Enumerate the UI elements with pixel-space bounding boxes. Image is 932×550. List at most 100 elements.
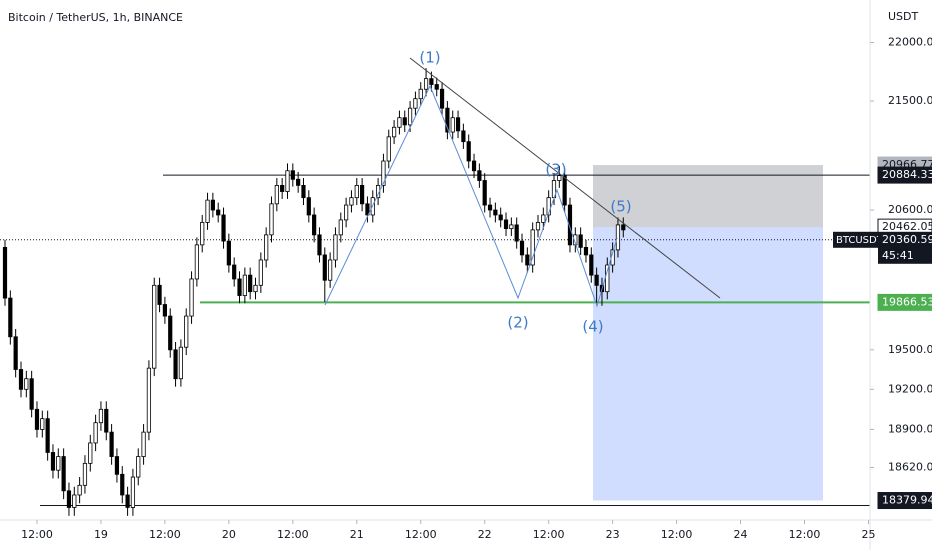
candle-body <box>450 117 455 133</box>
candle-body <box>514 224 519 242</box>
drawings <box>0 165 870 507</box>
price-tag-label: 20884.33 <box>882 168 932 181</box>
candle-body <box>503 219 509 230</box>
candle-body <box>178 346 183 380</box>
candle-body <box>34 408 40 430</box>
candle-body <box>168 315 173 351</box>
symbol-tag <box>833 231 878 248</box>
candle-body <box>242 274 247 296</box>
price-tag <box>877 492 932 510</box>
candle-body <box>567 204 573 246</box>
candle-body <box>136 456 141 478</box>
wave-label: (2) <box>507 314 528 332</box>
candle-body <box>546 197 551 216</box>
candle-body <box>200 222 205 246</box>
current-price-tag <box>878 231 932 264</box>
y-tick-label: 20600.00 <box>888 203 932 216</box>
trend-line <box>409 57 721 299</box>
candle-body <box>189 278 194 317</box>
candle-body <box>210 199 215 211</box>
axis-labels: 22000.00 21500.00 20600.00 19500.00 19200.00… <box>21 35 932 541</box>
candle-body <box>397 117 402 128</box>
x-tick-label: 12:00 <box>661 528 693 541</box>
price-tag-label: 19866.53 <box>882 295 932 308</box>
x-tick-label: 12:00 <box>149 528 181 541</box>
candle-body <box>333 234 338 261</box>
x-tick-label: 20 <box>222 528 236 541</box>
x-tick-label: 12:00 <box>789 528 821 541</box>
candle-body <box>205 199 210 223</box>
candle-body <box>114 456 120 475</box>
candle-body <box>365 203 370 216</box>
candle-body <box>461 130 466 143</box>
candle-body <box>482 180 487 206</box>
candle-body <box>109 431 114 457</box>
candle-body <box>354 184 359 199</box>
candle-body <box>221 214 226 242</box>
candle-body <box>471 160 477 172</box>
x-tick-label: 24 <box>734 528 748 541</box>
candle-body <box>13 336 18 370</box>
price-tag-label: 20462.05 <box>882 220 932 233</box>
candle-body <box>125 494 130 508</box>
x-tick-label: 21 <box>350 528 364 541</box>
x-tick-label: 22 <box>478 528 492 541</box>
candle-body <box>455 117 461 132</box>
y-tick-label: 19200.00 <box>888 382 932 395</box>
x-tick-label: 23 <box>606 528 620 541</box>
candle-body <box>173 349 178 380</box>
candle-body <box>381 160 386 186</box>
candle-body <box>562 175 567 206</box>
candle-body <box>360 184 365 205</box>
candle-body <box>184 315 189 348</box>
candle-body <box>104 408 109 433</box>
y-tick-label: 22000.00 <box>888 35 932 48</box>
y-tick-label: 21500.00 <box>888 94 932 107</box>
candle-body <box>24 378 29 390</box>
candle-body <box>338 219 343 236</box>
y-tick-label: 18620.00 <box>888 460 932 473</box>
candle-body <box>141 431 146 457</box>
candle-body <box>573 234 578 246</box>
candle-body <box>2 246 8 299</box>
y-tick-label: 19500.00 <box>888 343 932 356</box>
wave-path <box>324 84 618 308</box>
candle-body <box>306 197 311 216</box>
symbol-tag-label: BTCUSDT <box>836 235 884 246</box>
candle-body <box>583 246 589 256</box>
x-tick-label: 12:00 <box>533 528 565 541</box>
candle-body <box>530 229 535 266</box>
candle-body <box>18 369 24 390</box>
candle-body <box>274 184 279 205</box>
candle-body <box>269 203 274 236</box>
candles <box>2 68 626 516</box>
countdown-label: 45:41 <box>882 249 914 262</box>
candle-body <box>157 284 162 305</box>
candle-body <box>615 224 621 251</box>
candle-body <box>477 170 482 181</box>
candle-body <box>487 204 493 211</box>
candle-body <box>285 170 290 192</box>
candle-body <box>498 214 503 221</box>
candle-body <box>61 456 66 492</box>
candle-body <box>439 88 445 109</box>
candle-body <box>258 259 263 286</box>
candle-body <box>605 264 610 293</box>
candle-body <box>621 224 626 231</box>
candle-body <box>344 204 349 221</box>
candle-body <box>509 224 514 230</box>
candle-body <box>541 214 546 223</box>
candle-body <box>328 259 333 281</box>
candle-body <box>594 274 599 286</box>
price-tag-label: 18379.94 <box>882 494 932 507</box>
candle-body <box>296 178 301 186</box>
candle-body <box>45 418 50 453</box>
candle-body <box>130 476 136 508</box>
axis-unit: USDT <box>888 10 919 23</box>
candle-body <box>312 214 317 236</box>
candle-body <box>88 442 93 464</box>
current-price-label: 20360.59 <box>882 233 932 246</box>
candle-body <box>82 462 88 486</box>
